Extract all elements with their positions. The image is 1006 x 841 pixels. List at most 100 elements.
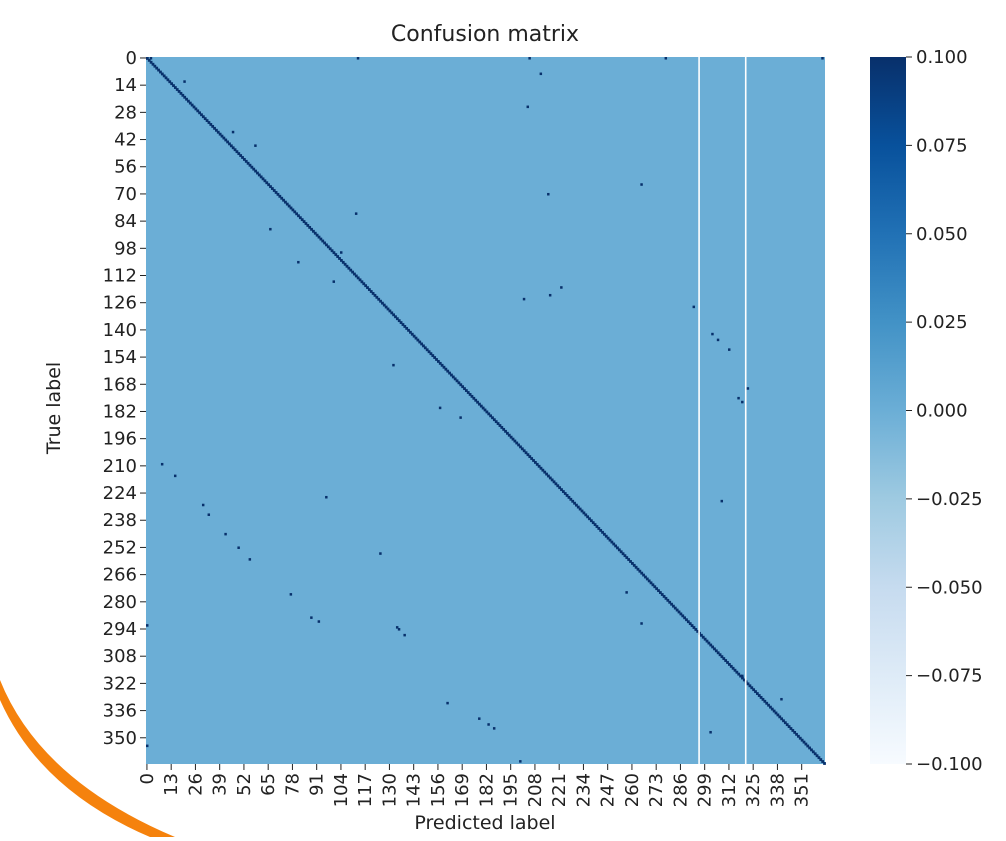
x-tick-label: 117 bbox=[355, 773, 376, 807]
diagonal-cell bbox=[256, 171, 259, 175]
diagonal-cell bbox=[325, 243, 328, 247]
x-tick-label: 351 bbox=[792, 773, 813, 807]
diagonal-cell bbox=[561, 490, 565, 493]
diagonal-cell bbox=[582, 511, 586, 515]
off-diagonal-cell bbox=[356, 57, 360, 60]
diagonal-cell bbox=[464, 389, 468, 392]
diagonal-cell bbox=[688, 622, 692, 626]
diagonal-cell bbox=[175, 88, 179, 91]
diagonal-cell bbox=[358, 278, 362, 282]
off-diagonal-cell bbox=[664, 57, 668, 60]
diagonal-cell bbox=[401, 323, 405, 326]
diagonal-cell bbox=[591, 521, 595, 525]
x-tick-label: 325 bbox=[743, 773, 764, 807]
off-diagonal-cell bbox=[224, 532, 227, 536]
off-diagonal-cell bbox=[332, 280, 336, 283]
diagonal-cell bbox=[492, 418, 496, 422]
diagonal-cell bbox=[517, 443, 520, 447]
diagonal-cell bbox=[252, 167, 256, 171]
y-tick-label: 126 bbox=[103, 293, 137, 314]
diagonal-cell bbox=[341, 260, 345, 264]
diagonal-cell bbox=[813, 752, 817, 756]
diagonal-cell bbox=[647, 579, 651, 583]
y-tick-label: 280 bbox=[103, 592, 137, 613]
diagonal-cell bbox=[547, 474, 550, 478]
diagonal-cell bbox=[660, 593, 664, 596]
off-diagonal-cell bbox=[354, 212, 358, 215]
diagonal-cell bbox=[463, 387, 466, 391]
x-tick-label: 260 bbox=[622, 773, 643, 807]
diagonal-cell bbox=[617, 548, 621, 552]
diagonal-cell bbox=[487, 412, 491, 416]
y-axis-ticks: 0 14 28 42 56 70 84 98 112 126 140 154 168 182 196 210 2… bbox=[103, 48, 146, 749]
diagonal-cell bbox=[211, 124, 215, 128]
diagonal-cell bbox=[701, 635, 705, 639]
diagonal-cell bbox=[433, 356, 437, 359]
diagonal-cell bbox=[759, 696, 763, 699]
diagonal-cell bbox=[179, 91, 183, 95]
off-diagonal-cell bbox=[539, 72, 543, 76]
diagonal-cell bbox=[226, 140, 229, 144]
x-tick-label: 104 bbox=[331, 773, 352, 807]
diagonal-cell bbox=[237, 152, 241, 156]
diagonal-cell bbox=[233, 148, 237, 152]
y-tick-label: 28 bbox=[114, 102, 137, 123]
diagonal-cell bbox=[304, 222, 308, 225]
off-diagonal-cell bbox=[741, 400, 744, 404]
diagonal-cell bbox=[172, 84, 175, 88]
diagonal-cell bbox=[203, 117, 207, 121]
diagonal-cell bbox=[739, 674, 742, 678]
diagonal-cell bbox=[658, 591, 662, 594]
diagonal-cell bbox=[491, 416, 494, 420]
y-tick-label: 182 bbox=[103, 401, 137, 422]
off-diagonal-cell bbox=[522, 297, 526, 301]
diagonal-cell bbox=[821, 760, 825, 763]
diagonal-cell bbox=[183, 95, 187, 99]
chart-title: Confusion matrix bbox=[391, 22, 579, 47]
diagonal-cell bbox=[349, 268, 353, 272]
diagonal-cell bbox=[552, 480, 556, 484]
x-tick-label: 286 bbox=[670, 773, 691, 807]
y-tick-label: 42 bbox=[114, 130, 137, 151]
diagonal-cell bbox=[612, 542, 616, 546]
diagonal-cell bbox=[188, 101, 192, 105]
diagonal-cell bbox=[313, 231, 317, 235]
off-diagonal-cell bbox=[160, 462, 164, 466]
diagonal-cell bbox=[254, 169, 257, 173]
diagonal-cell bbox=[147, 58, 151, 62]
diagonal-cell bbox=[414, 336, 418, 340]
y-tick-label: 224 bbox=[103, 483, 137, 504]
diagonal-cell bbox=[625, 556, 629, 560]
off-diagonal-cell bbox=[741, 674, 744, 678]
diagonal-cell bbox=[166, 78, 170, 82]
diagonal-cell bbox=[677, 610, 681, 614]
diagonal-cell bbox=[440, 363, 444, 367]
diagonal-cell bbox=[507, 433, 511, 437]
diagonal-cell bbox=[267, 183, 271, 187]
y-tick-label: 98 bbox=[114, 238, 137, 259]
diagonal-cell bbox=[621, 552, 625, 556]
diagonal-cell bbox=[278, 194, 282, 198]
off-diagonal-cell bbox=[183, 80, 186, 83]
off-diagonal-cell bbox=[716, 338, 720, 342]
diagonal-cell bbox=[425, 348, 429, 352]
diagonal-cell bbox=[787, 725, 791, 728]
diagonal-cell bbox=[276, 192, 280, 196]
y-tick-label: 140 bbox=[103, 320, 137, 341]
diagonal-cell bbox=[755, 692, 759, 695]
diagonal-cell bbox=[379, 299, 382, 303]
off-diagonal-cell bbox=[146, 624, 149, 627]
diagonal-cell bbox=[713, 647, 716, 651]
diagonal-cell bbox=[776, 713, 780, 717]
diagonal-cell bbox=[651, 583, 655, 587]
diagonal-cell bbox=[791, 729, 795, 732]
x-tick-label: 169 bbox=[452, 773, 473, 807]
diagonal-cell bbox=[257, 173, 261, 177]
x-tick-label: 91 bbox=[307, 773, 328, 796]
off-diagonal-cell bbox=[317, 620, 321, 623]
colorbar-tick-label: 0.000 bbox=[916, 401, 968, 422]
diagonal-cell bbox=[765, 701, 769, 705]
diagonal-cell bbox=[321, 239, 325, 243]
diagonal-cell bbox=[194, 107, 198, 111]
